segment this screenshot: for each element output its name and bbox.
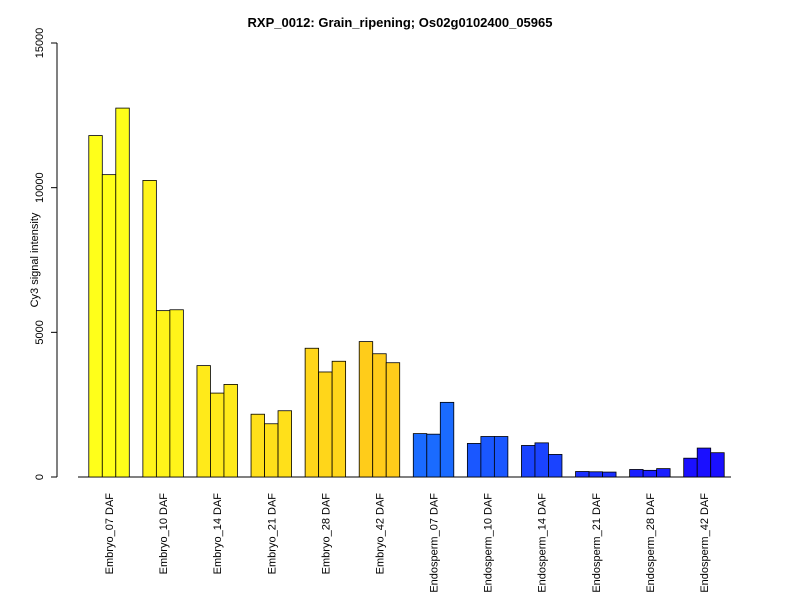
bar-group bbox=[521, 442, 563, 478]
bar-group bbox=[466, 436, 509, 478]
bar bbox=[534, 442, 549, 478]
bar bbox=[250, 413, 265, 478]
bar bbox=[480, 436, 495, 478]
bar bbox=[439, 401, 455, 478]
bar bbox=[318, 371, 333, 478]
bar-group bbox=[88, 107, 130, 478]
bar-group bbox=[304, 347, 347, 478]
y-tick-label: 0 bbox=[34, 474, 46, 480]
chart-title: RXP_0012: Grain_ripening; Os02g0102400_0… bbox=[248, 15, 553, 30]
bar bbox=[115, 107, 130, 478]
y-tick-label: 10000 bbox=[34, 172, 46, 203]
y-tick-label: 15000 bbox=[34, 28, 46, 59]
bar bbox=[493, 436, 509, 478]
bar bbox=[358, 341, 374, 478]
category-label: Endosperm_10 DAF bbox=[483, 493, 495, 593]
bar-group bbox=[358, 341, 401, 478]
bar bbox=[683, 457, 698, 478]
category-labels: Embryo_07 DAF Embryo_10 DAF Embryo_14 DAF E… bbox=[104, 493, 711, 593]
y-tick-label: 5000 bbox=[34, 320, 46, 344]
category-label: Endosperm_28 DAF bbox=[645, 493, 657, 593]
category-label: Embryo_21 DAF bbox=[266, 493, 278, 575]
category-label: Embryo_28 DAF bbox=[320, 493, 332, 575]
category-label: Embryo_14 DAF bbox=[212, 493, 224, 575]
bar bbox=[548, 454, 563, 478]
bar bbox=[588, 471, 603, 478]
bar-group bbox=[196, 365, 238, 478]
bar bbox=[466, 443, 482, 478]
bar bbox=[575, 471, 590, 478]
y-axis: 0 5000 10000 15000 bbox=[34, 28, 58, 480]
bar bbox=[412, 433, 428, 478]
category-label: Endosperm_14 DAF bbox=[537, 493, 549, 593]
bar bbox=[210, 392, 225, 478]
bar bbox=[385, 362, 401, 478]
category-label: Endosperm_21 DAF bbox=[591, 493, 603, 593]
bar bbox=[331, 360, 347, 478]
bar bbox=[426, 433, 441, 478]
bar bbox=[223, 384, 238, 478]
category-label: Embryo_10 DAF bbox=[158, 493, 170, 575]
bar bbox=[101, 174, 117, 478]
bar bbox=[372, 353, 387, 478]
category-label: Endosperm_42 DAF bbox=[699, 493, 711, 593]
bar-group bbox=[683, 447, 725, 478]
bar bbox=[602, 471, 617, 478]
bar bbox=[142, 180, 157, 478]
bar bbox=[656, 468, 671, 478]
bar bbox=[304, 347, 320, 478]
bar bbox=[169, 309, 184, 478]
category-label: Endosperm_07 DAF bbox=[429, 493, 441, 593]
bar bbox=[196, 365, 211, 478]
y-axis-label: Cy3 signal intensity bbox=[29, 212, 41, 307]
bar bbox=[155, 310, 171, 478]
bar bbox=[629, 469, 644, 478]
bar bbox=[277, 410, 292, 478]
bars-group bbox=[88, 107, 725, 478]
bar bbox=[88, 135, 103, 478]
bar-group bbox=[412, 401, 455, 478]
bar bbox=[696, 447, 712, 478]
bar bbox=[521, 445, 536, 478]
bar-group bbox=[142, 180, 184, 478]
bar bbox=[710, 452, 725, 478]
bar-group bbox=[250, 410, 292, 478]
bar-group bbox=[575, 471, 617, 478]
category-label: Embryo_07 DAF bbox=[104, 493, 116, 575]
bar bbox=[642, 469, 658, 478]
bar bbox=[264, 423, 279, 478]
bar-group bbox=[629, 468, 671, 478]
category-label: Embryo_42 DAF bbox=[374, 493, 386, 575]
